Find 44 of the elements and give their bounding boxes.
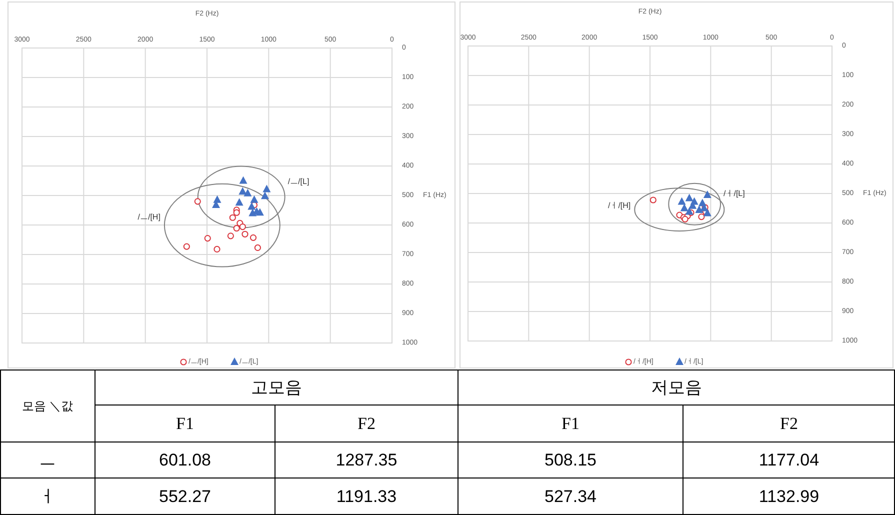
point [256,208,264,216]
point [239,176,248,184]
point [254,244,261,252]
point [229,214,236,221]
data-label: 508.15 [544,450,596,470]
point [250,195,258,203]
data-label: 1177.04 [758,450,820,470]
data-label: 1191.33 [336,487,397,506]
point [239,223,246,230]
point [242,230,248,238]
point [260,192,269,200]
text: /ㅓ/[L] [724,189,745,198]
data-label: 552.27 [159,487,211,506]
y-tick-label: ㅡ [39,450,56,470]
point [183,243,190,250]
x-tick-label: F2 [358,414,376,433]
text: /ㅡ/[H] [138,212,160,222]
point [235,198,244,206]
x-tick-label: F1 [562,414,580,433]
x-tick-label: F2 [780,414,798,433]
point [244,188,252,196]
point [248,208,257,216]
data-label: 1132.99 [758,487,820,506]
text: /ㅓ/[H] [608,200,631,210]
annotation: 모음 ＼값 [22,399,73,413]
point [238,187,247,195]
point [194,198,201,205]
text: 저모음 [651,378,702,397]
point [204,234,211,242]
point [213,195,222,203]
data-label: 1287.35 [336,450,398,470]
text: 고모음 [251,378,302,397]
data-label: 601.08 [159,450,211,470]
point [214,246,220,252]
y-tick-label: ㅓ [39,487,56,506]
point [227,232,234,240]
text: /ㅡ/[L] [288,177,310,186]
point [262,184,271,192]
point [248,202,256,210]
point [233,209,240,216]
data-label: 527.34 [544,487,596,506]
point [250,234,257,241]
x-tick-label: F1 [176,414,194,433]
point [233,224,240,232]
